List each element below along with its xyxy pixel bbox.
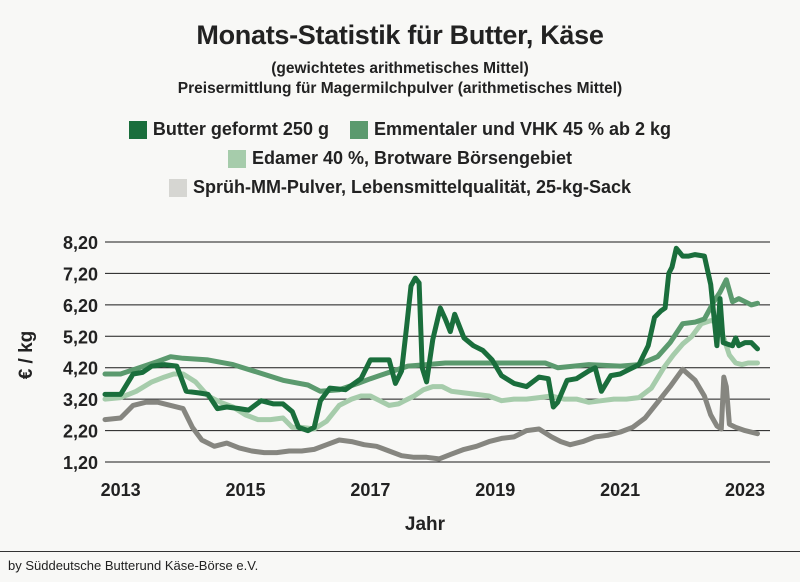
- legend-item-emmentaler: Emmentaler und VHK 45 % ab 2 kg: [349, 119, 672, 140]
- y-axis-label: € / kg: [16, 331, 37, 380]
- y-tick-label: 1,20: [63, 453, 98, 473]
- y-tick-label: 5,20: [63, 327, 98, 347]
- y-tick-label: 2,20: [63, 422, 98, 442]
- series-line-emmentaler: [102, 277, 760, 394]
- legend-row-1: Butter geformt 250 g Emmentaler und VHK …: [0, 119, 800, 144]
- legend-label-butter: Butter geformt 250 g: [152, 119, 329, 139]
- legend-row-3: Sprüh-MM-Pulver, Lebensmittelqualität, 2…: [0, 177, 800, 202]
- legend-swatch-butter: [128, 120, 147, 139]
- x-axis-label: Jahr: [405, 514, 446, 535]
- legend-label-spruh: Sprüh-MM-Pulver, Lebensmittelqualität, 2…: [192, 177, 632, 197]
- x-tick-label: 2015: [225, 480, 265, 500]
- x-tick-label: 2021: [600, 480, 640, 500]
- chart-subtitle-1: (gewichtetes arithmetisches Mittel): [271, 60, 529, 77]
- legend-row-2: Edamer 40 %, Brotware Börsengebiet: [0, 148, 800, 173]
- footer-divider: [0, 551, 800, 552]
- x-tick-label: 2013: [101, 480, 141, 500]
- series-lines: [102, 245, 760, 462]
- series-line-butter: [102, 245, 760, 434]
- chart-subtitle-2: Preisermittlung für Magermilchpulver (ar…: [177, 80, 623, 97]
- legend-swatch-emmentaler: [349, 120, 368, 139]
- x-tick-label: 2017: [350, 480, 390, 500]
- y-tick-label: 7,20: [63, 264, 98, 284]
- y-tick-label: 8,20: [63, 233, 98, 253]
- source-footer: by Süddeutsche Butterund Käse-Börse e.V.: [8, 558, 259, 573]
- legend-item-butter: Butter geformt 250 g: [128, 119, 329, 140]
- legend-item-edamer: Edamer 40 %, Brotware Börsengebiet: [227, 148, 573, 169]
- legend-swatch-spruh: [168, 178, 187, 197]
- y-axis-ticks: 8,20 7,20 6,20 5,20 4,20 3,20 2,20 1,20: [63, 233, 98, 473]
- y-tick-label: 4,20: [63, 359, 98, 379]
- legend-label-emmentaler: Emmentaler und VHK 45 % ab 2 kg: [373, 119, 672, 139]
- x-axis-ticks: 2013 2015 2017 2019 2021 2023: [101, 480, 765, 500]
- x-tick-label: 2023: [725, 480, 765, 500]
- y-tick-label: 3,20: [63, 390, 98, 410]
- y-tick-label: 6,20: [63, 296, 98, 316]
- legend-swatch-edamer: [227, 149, 246, 168]
- chart-title: Monats-Statistik für Butter, Käse: [196, 20, 604, 50]
- series-line-spruh: [102, 366, 760, 462]
- x-tick-label: 2019: [475, 480, 515, 500]
- legend-label-edamer: Edamer 40 %, Brotware Börsengebiet: [251, 148, 573, 168]
- legend-item-spruh: Sprüh-MM-Pulver, Lebensmittelqualität, 2…: [168, 177, 632, 198]
